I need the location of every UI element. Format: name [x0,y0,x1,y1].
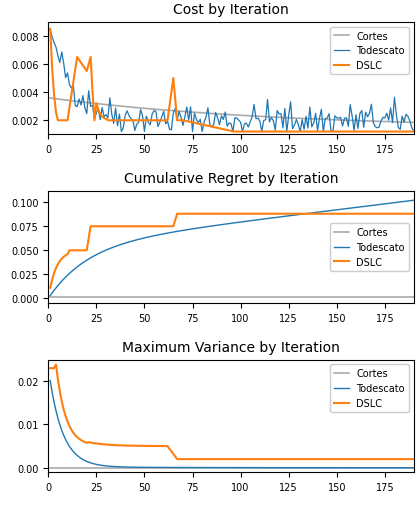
Line: Todescato: Todescato [50,30,414,132]
DSLC [231,129,236,135]
DSLC [175,456,180,462]
Cortes [411,120,416,126]
DSLC [232,129,237,135]
Todescato [158,465,163,471]
Cortes [411,465,416,471]
DSLC [411,211,416,217]
Todescato [48,378,53,384]
Cortes [132,295,137,301]
Cortes [231,465,236,471]
Cortes [86,465,91,471]
DSLC [158,118,163,124]
Todescato [213,465,218,471]
Cortes [158,465,163,471]
Legend: Cortes, Todescato, DSLC: Cortes, Todescato, DSLC [330,224,409,271]
Cortes [158,295,163,301]
Todescato [153,109,158,115]
Cortes [152,295,157,301]
Cortes [213,112,218,118]
Title: Maximum Variance by Iteration: Maximum Variance by Iteration [122,340,340,355]
Todescato [411,198,416,204]
Todescato [86,257,91,263]
DSLC [234,456,239,462]
Cortes [48,96,53,102]
Line: DSLC: DSLC [50,214,414,288]
Cortes [213,295,218,301]
DSLC [175,211,180,217]
Cortes [213,465,218,471]
Todescato [231,221,236,227]
Todescato [411,465,416,471]
Todescato [215,115,220,121]
Cortes [48,465,53,471]
Todescato [86,459,91,465]
DSLC [86,236,91,242]
DSLC [217,456,222,462]
Todescato [48,293,53,299]
DSLC [213,125,218,131]
Todescato [48,27,53,33]
Cortes [86,100,91,107]
DSLC [215,211,220,217]
Cortes [152,107,157,113]
Title: Cumulative Regret by Iteration: Cumulative Regret by Iteration [124,172,338,186]
DSLC [86,62,91,68]
Todescato [119,129,124,135]
Title: Cost by Iteration: Cost by Iteration [173,4,289,17]
Cortes [132,465,137,471]
Line: DSLC: DSLC [50,30,414,132]
Line: DSLC: DSLC [50,365,414,459]
Todescato [152,233,157,239]
DSLC [53,362,58,368]
DSLC [48,285,53,291]
Cortes [48,295,53,301]
Cortes [231,113,236,119]
Cortes [86,295,91,301]
Todescato [132,238,137,244]
DSLC [411,129,416,135]
Cortes [411,295,416,301]
Legend: Cortes, Todescato, DSLC: Cortes, Todescato, DSLC [330,365,409,412]
Todescato [134,122,139,128]
Todescato [411,129,416,135]
DSLC [232,211,237,217]
Cortes [132,105,137,111]
Legend: Cortes, Todescato, DSLC: Cortes, Todescato, DSLC [330,28,409,75]
DSLC [152,118,157,124]
Line: Cortes: Cortes [50,99,414,123]
DSLC [152,224,157,230]
Todescato [86,88,91,94]
Todescato [232,116,237,122]
DSLC [48,27,53,33]
Todescato [159,115,164,121]
DSLC [132,224,137,230]
DSLC [48,366,53,372]
DSLC [153,443,158,449]
Todescato [231,465,236,471]
Cortes [231,295,236,301]
Cortes [152,465,157,471]
DSLC [134,443,139,449]
DSLC [159,443,164,449]
DSLC [132,118,137,124]
Todescato [158,232,163,238]
DSLC [411,456,416,462]
Todescato [152,465,157,471]
Line: Todescato: Todescato [50,381,414,468]
Line: Todescato: Todescato [50,201,414,296]
Todescato [213,223,218,229]
DSLC [158,224,163,230]
Cortes [158,108,163,114]
DSLC [88,440,93,446]
Todescato [132,464,137,470]
